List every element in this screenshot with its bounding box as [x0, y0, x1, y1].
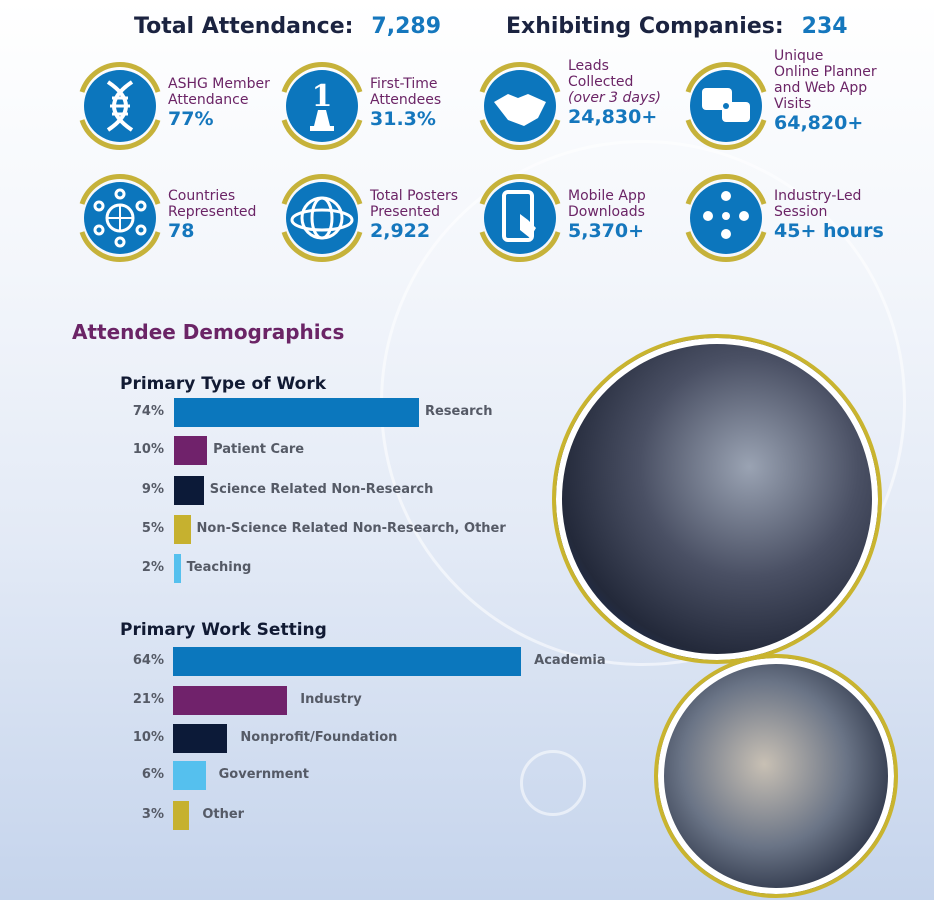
bar: [174, 436, 208, 465]
bar: [173, 686, 288, 715]
background-decoration: [520, 750, 586, 816]
stat-value: 45+ hours: [774, 220, 884, 242]
stat-label: Leads: [568, 58, 609, 74]
section-title: Attendee Demographics: [72, 320, 345, 344]
stat-label: Mobile App: [568, 188, 646, 204]
svg-text:1: 1: [312, 79, 333, 114]
stat-value: 64,820+: [774, 112, 864, 134]
total-attendance: Total Attendance: 7,289: [134, 14, 441, 39]
stat-card: Mobile App Downloads 5,370+: [472, 170, 682, 266]
stat-card: Leads Collected (over 3 days) 24,830+: [472, 58, 682, 154]
stat-label: Industry-Led: [774, 188, 862, 204]
category-label: Government: [218, 767, 310, 782]
stat-label: Presented: [370, 204, 441, 220]
value-label: 2%: [141, 560, 164, 575]
stat-text: Unique Online Planner and Web App Visits 64,…: [774, 48, 877, 134]
stat-value: 2,922: [370, 220, 431, 242]
phone-touch-icon: [479, 173, 561, 263]
bar: [174, 398, 419, 427]
chat-network-icon: [685, 61, 767, 151]
stat-label: Online Planner: [774, 64, 877, 80]
event-photo-small: [654, 654, 898, 898]
bar: [173, 647, 522, 676]
stat-note: (over 3 days): [568, 90, 661, 106]
stat-card: 1 First-Time Attendees 31.3%: [274, 58, 484, 154]
event-photo-large: [552, 334, 882, 664]
category-label: Research: [424, 404, 493, 419]
value-label: 5%: [141, 521, 164, 536]
bar: [173, 724, 228, 753]
value-label: 3%: [141, 807, 164, 822]
first-place-icon: 1: [281, 61, 363, 151]
bar: [174, 476, 204, 505]
category-label: Non-Science Related Non-Research, Other: [196, 521, 506, 536]
stat-label: Attendance: [168, 92, 249, 108]
stat-label: Represented: [168, 204, 257, 220]
stat-text: Leads Collected (over 3 days) 24,830+: [568, 58, 661, 128]
stat-card: Countries Represented 78: [72, 170, 282, 266]
stat-value: 78: [168, 220, 195, 242]
stat-text: First-Time Attendees 31.3%: [370, 76, 441, 130]
bar: [173, 761, 206, 790]
dna-icon: [79, 61, 161, 151]
stat-text: Mobile App Downloads 5,370+: [568, 188, 646, 242]
value-label: 9%: [141, 482, 164, 497]
stat-value: 77%: [168, 108, 214, 130]
stat-label: and Web App: [774, 80, 868, 96]
globe-orbit-icon: [281, 173, 363, 263]
stat-card: ASHG Member Attendance 77%: [72, 58, 282, 154]
stat-text: Total Posters Presented 2,922: [370, 188, 458, 242]
category-label: Science Related Non-Research: [209, 482, 434, 497]
stat-label: First-Time: [370, 76, 438, 92]
chart-title-work-setting: Primary Work Setting: [120, 620, 327, 640]
stat-label: Attendees: [370, 92, 442, 108]
total-attendance-label: Total Attendance:: [134, 14, 354, 39]
stat-value: 5,370+: [568, 220, 645, 242]
value-label: 21%: [132, 692, 164, 707]
bar: [173, 801, 190, 830]
stat-card: Total Posters Presented 2,922: [274, 170, 484, 266]
stat-label: Countries: [168, 188, 236, 204]
stat-text: Industry-Led Session 45+ hours: [774, 188, 884, 242]
value-label: 6%: [141, 767, 164, 782]
total-attendance-value: 7,289: [371, 14, 442, 39]
stat-value: 24,830+: [568, 106, 658, 128]
chart-title-type-of-work: Primary Type of Work: [120, 374, 327, 394]
stat-text: ASHG Member Attendance 77%: [168, 76, 270, 130]
exhibiting-companies: Exhibiting Companies: 234: [506, 14, 848, 39]
category-label: Academia: [534, 653, 606, 668]
stat-label: Downloads: [568, 204, 645, 220]
globe-network-icon: [79, 173, 161, 263]
category-label: Patient Care: [213, 442, 305, 457]
stat-card: Unique Online Planner and Web App Visits 64,…: [678, 48, 888, 154]
people-idea-icon: [685, 173, 767, 263]
value-label: 74%: [132, 404, 164, 419]
stat-label: Unique: [774, 48, 824, 64]
stat-text: Countries Represented 78: [168, 188, 256, 242]
value-label: 10%: [132, 442, 164, 457]
bar: [174, 515, 191, 544]
value-label: 64%: [132, 653, 164, 668]
value-label: 10%: [132, 730, 164, 745]
exhibiting-companies-label: Exhibiting Companies:: [506, 14, 784, 39]
stat-label: ASHG Member: [168, 76, 270, 92]
stat-value: 31.3%: [370, 108, 436, 130]
stat-label: Visits: [774, 96, 812, 112]
category-label: Nonprofit/Foundation: [240, 730, 398, 745]
stat-card: Industry-Led Session 45+ hours: [678, 170, 888, 266]
stat-label: Session: [774, 204, 828, 220]
exhibiting-companies-value: 234: [801, 14, 848, 39]
stat-label: Total Posters: [370, 188, 459, 204]
handshake-icon: [479, 61, 561, 151]
category-label: Industry: [300, 692, 362, 707]
category-label: Teaching: [186, 560, 252, 575]
bar: [174, 554, 181, 583]
stat-label: Collected: [568, 74, 634, 90]
category-label: Other: [202, 807, 245, 822]
